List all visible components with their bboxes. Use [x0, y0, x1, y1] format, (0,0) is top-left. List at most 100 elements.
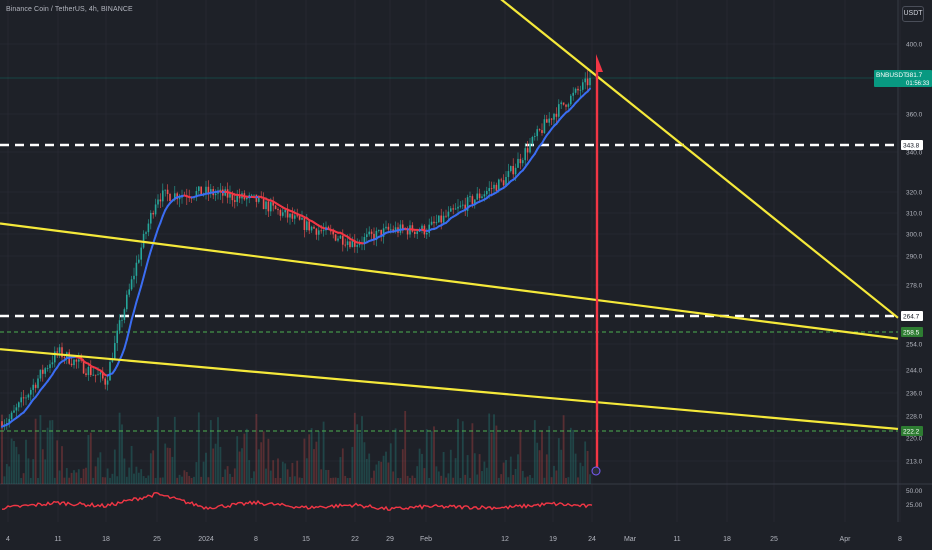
- volume-bar: [130, 445, 133, 484]
- trendline[interactable]: [0, 222, 899, 340]
- candle-body: [459, 205, 462, 207]
- trendlines[interactable]: [0, 0, 899, 431]
- candle-body: [382, 228, 385, 237]
- candle-body: [505, 177, 507, 186]
- projection-arrow[interactable]: [591, 54, 603, 476]
- volume-bar: [404, 410, 407, 484]
- level-price-text: 222.2: [903, 429, 920, 436]
- candle-body: [152, 212, 154, 215]
- ma-segment: [130, 310, 135, 321]
- volume-bar: [421, 453, 423, 484]
- volume-bar: [161, 477, 164, 484]
- price-tick-label: 278.0: [906, 283, 923, 290]
- candle-body: [310, 226, 313, 231]
- candle-body: [229, 192, 231, 198]
- trendline[interactable]: [0, 348, 899, 431]
- candle-body: [166, 189, 169, 194]
- candle-body: [262, 197, 265, 210]
- volume-bar: [533, 420, 536, 484]
- volume-bar: [569, 427, 572, 484]
- candle-body: [512, 166, 514, 175]
- volume-bar: [344, 475, 347, 484]
- candle-body: [238, 195, 241, 199]
- candle-body: [34, 384, 37, 388]
- volume-bar: [82, 468, 85, 484]
- level-price-badge: [901, 311, 923, 321]
- volume-bar: [159, 477, 162, 484]
- volume-bar: [176, 477, 179, 484]
- candle-body: [30, 389, 32, 395]
- volume-bar: [514, 468, 517, 484]
- volume-bar: [92, 477, 95, 484]
- candle-body: [399, 224, 402, 233]
- candle-body: [418, 230, 421, 232]
- volume-bar: [190, 477, 193, 484]
- volume-bar: [142, 476, 145, 484]
- candle-body: [570, 95, 572, 105]
- ma-segment: [157, 221, 162, 230]
- volume-bar: [140, 469, 143, 484]
- volume-bar: [461, 421, 464, 484]
- candle-body: [217, 191, 219, 194]
- candle-body: [315, 228, 318, 235]
- candle-body: [46, 367, 49, 369]
- volume-bar: [308, 434, 311, 484]
- volume-bar: [217, 417, 219, 484]
- volume-bar: [471, 423, 474, 484]
- volume-bar: [524, 477, 527, 484]
- ma-segment: [135, 293, 140, 304]
- oscillator-pane: 50.00 25.00: [2, 488, 923, 511]
- candle-body: [133, 275, 135, 280]
- volume-bar: [41, 449, 44, 484]
- volume-bar: [425, 429, 428, 484]
- candle-body: [586, 78, 589, 86]
- volume-bar: [253, 471, 255, 484]
- volume-bar: [3, 476, 6, 484]
- time-tick-label: 4: [6, 536, 10, 543]
- volume-bar: [128, 467, 131, 484]
- candle-body: [169, 193, 171, 202]
- time-axis[interactable]: 4 11 18 25 2024 8 15 22 29 Feb 12 19 24 Mar 11 18 25 Apr 8: [6, 536, 902, 543]
- trendline[interactable]: [492, 0, 899, 319]
- candle-body: [32, 384, 34, 390]
- candle-body: [258, 196, 260, 202]
- candle-body: [78, 359, 80, 362]
- candle-body: [582, 82, 584, 90]
- candle-body: [97, 374, 99, 376]
- arrow-head[interactable]: [596, 54, 603, 72]
- price-tick-label: 320.0: [906, 190, 923, 197]
- volume-bar: [315, 441, 318, 484]
- ma-segment: [154, 227, 159, 238]
- candle-body: [104, 378, 106, 385]
- event-marker-icon[interactable]: [591, 466, 601, 476]
- currency-button[interactable]: USDT: [902, 6, 924, 22]
- volume-bar: [63, 477, 66, 484]
- volume-bar: [53, 477, 56, 484]
- volume-bar: [322, 421, 325, 484]
- candle-body: [522, 160, 524, 164]
- candle-body: [546, 119, 548, 123]
- volume-bar: [521, 470, 524, 484]
- candle-body: [42, 369, 44, 374]
- candle-body: [250, 194, 253, 196]
- time-tick-label: 2024: [198, 536, 214, 543]
- candle-body: [378, 229, 380, 231]
- candle-body: [363, 237, 366, 244]
- volume-bar: [75, 472, 78, 484]
- volume-bar: [15, 446, 18, 484]
- price-axis[interactable]: 400.0 360.0 340.0 320.0 310.0 300.0 290.0 278.0…: [906, 42, 923, 466]
- volume-bar: [68, 477, 71, 484]
- volume-bar: [289, 476, 291, 484]
- volume-bar: [97, 457, 99, 484]
- candle-body: [140, 247, 142, 260]
- candle-body: [246, 197, 248, 200]
- volume-bar: [485, 467, 488, 484]
- candle-body: [462, 204, 464, 206]
- time-tick-label: Mar: [624, 536, 637, 543]
- candle-body: [402, 224, 404, 229]
- volume-bar: [118, 412, 121, 484]
- volume-bar: [1, 423, 3, 484]
- grid: [0, 0, 932, 522]
